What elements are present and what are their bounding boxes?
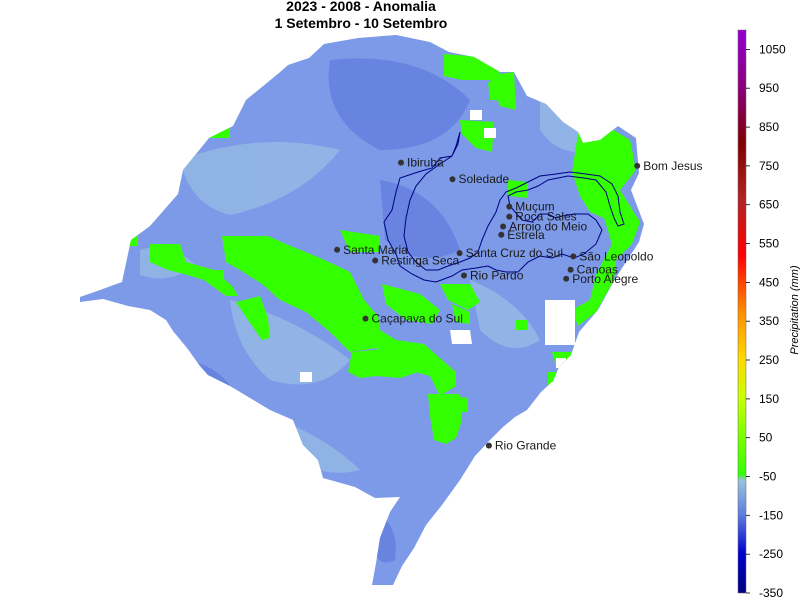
city-label: Restinga Seca [381, 254, 459, 268]
colorbar-tick-label: 950 [759, 81, 779, 95]
city-marker [362, 315, 369, 322]
precipitation-anomaly-field [80, 35, 644, 585]
colorbar-gradient [737, 29, 747, 594]
colorbar-tick-label: 150 [759, 392, 779, 406]
city-marker [398, 159, 404, 166]
colorbar-tick-label: 1050 [759, 42, 786, 56]
city-label: Roca Sales [515, 210, 576, 224]
city-label: Soledade [459, 172, 510, 186]
city-label: Rio Pardo [470, 269, 524, 283]
city-label: Estrela [507, 228, 545, 242]
city-label: Santa Cruz do Sul [466, 246, 563, 260]
city-label: Ibirubá [407, 156, 444, 170]
city-label: Bom Jesus [643, 159, 702, 173]
city-marker [567, 266, 574, 273]
colorbar-tick-label: -250 [759, 547, 783, 561]
colorbar-tick-label: 450 [759, 275, 779, 289]
colorbar-tick-label: 650 [759, 198, 779, 212]
city-label: Rio Grande [495, 439, 557, 453]
city-marker [506, 213, 513, 220]
city-marker [449, 176, 456, 183]
city-marker [570, 253, 577, 260]
city-marker [500, 223, 507, 230]
city-marker [456, 250, 463, 257]
colorbar-tick-label: 350 [759, 314, 779, 328]
colorbar-tick-label: 50 [759, 431, 773, 445]
city-label: Muçum [515, 200, 554, 214]
colorbar-tick-label: -350 [759, 586, 783, 600]
city-label: Caçapava do Sul [372, 312, 463, 326]
colorbar-title: Precipitation (mm) [789, 265, 800, 355]
city-label: Arroio do Meio [509, 220, 587, 234]
colorbar-tick-label: 250 [759, 353, 779, 367]
city-label: Porto Alegre [572, 272, 638, 286]
colorbar-tick-label: 750 [759, 159, 779, 173]
city-marker [634, 162, 641, 169]
colorbar-tick-label: -50 [759, 470, 777, 484]
city-label: Canoas [577, 263, 618, 277]
colorbar-tick-label: 550 [759, 237, 779, 251]
map-title: 2023 - 2008 - Anomalia [286, 0, 436, 14]
city-marker [372, 257, 379, 264]
river-basin-boundary [383, 131, 625, 283]
city-marker [563, 275, 570, 282]
city-marker [498, 231, 505, 238]
city-marker [485, 442, 492, 449]
colorbar-tick-label: -150 [759, 508, 783, 522]
city-marker [461, 272, 467, 279]
city-marker [334, 246, 341, 253]
colorbar: 1050 950 850 750 650 550 450 350 250 150 50 -50 -150… [737, 29, 800, 600]
city-label: São Leopoldo [579, 249, 653, 263]
map-subtitle: 1 Setembro - 10 Setembro [274, 15, 448, 31]
city-marker [506, 203, 513, 210]
city-label: Santa Maria [343, 243, 408, 257]
colorbar-tick-label: 850 [759, 120, 779, 134]
